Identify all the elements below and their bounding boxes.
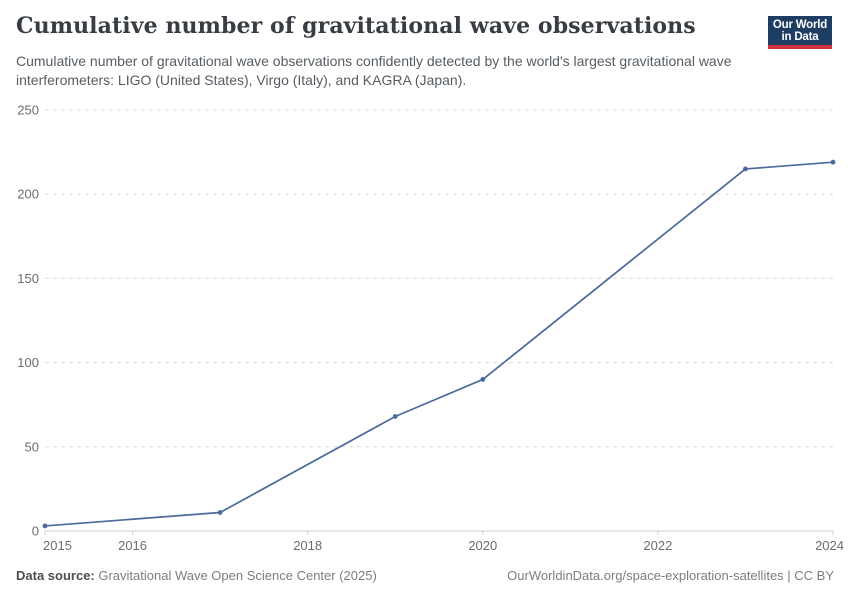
credit-link[interactable]: OurWorldinData.org/space-exploration-sat… [507, 568, 834, 583]
owid-logo-line1: Our World [772, 18, 828, 31]
chart-title: Cumulative number of gravitational wave … [16, 13, 696, 39]
data-point[interactable] [830, 159, 836, 165]
data-line[interactable] [44, 161, 834, 527]
line-chart-svg[interactable]: 0 50 100 150 200 250 2015 2016 2018 2020 2022 2024 [0, 100, 850, 560]
y-tick-label: 150 [17, 271, 39, 286]
data-source-note: Data source: Gravitational Wave Open Sci… [16, 568, 377, 583]
owid-logo[interactable]: Our World in Data [768, 16, 832, 49]
data-source-value: Gravitational Wave Open Science Center (… [94, 568, 377, 583]
x-tick-label: 2016 [118, 538, 147, 553]
y-tick-label: 100 [17, 355, 39, 370]
chart-subtitle: Cumulative number of gravitational wave … [16, 53, 732, 88]
x-tick-label: 2024 [815, 538, 844, 553]
data-point[interactable] [480, 377, 486, 382]
x-tick-label: 2015 [43, 538, 72, 553]
chart-footer: Data source: Gravitational Wave Open Sci… [16, 568, 834, 583]
y-tick-label: 200 [17, 187, 39, 202]
y-tick-label: 50 [25, 439, 39, 454]
x-tick-label: 2022 [643, 538, 672, 553]
y-tick-label: 250 [17, 103, 39, 118]
data-source-label: Data source: [16, 568, 95, 583]
data-point[interactable] [42, 523, 48, 529]
data-point[interactable] [392, 414, 398, 419]
owid-logo-line2: in Data [781, 30, 819, 43]
line-chart-canvas[interactable]: 0 50 100 150 200 250 2015 2016 2018 2020 2022 2024 [0, 100, 850, 560]
data-point[interactable] [743, 166, 748, 172]
x-tick-label: 2018 [293, 538, 322, 553]
data-point[interactable] [217, 510, 223, 515]
x-tick-label: 2020 [468, 538, 497, 553]
y-tick-label: 0 [32, 524, 39, 539]
